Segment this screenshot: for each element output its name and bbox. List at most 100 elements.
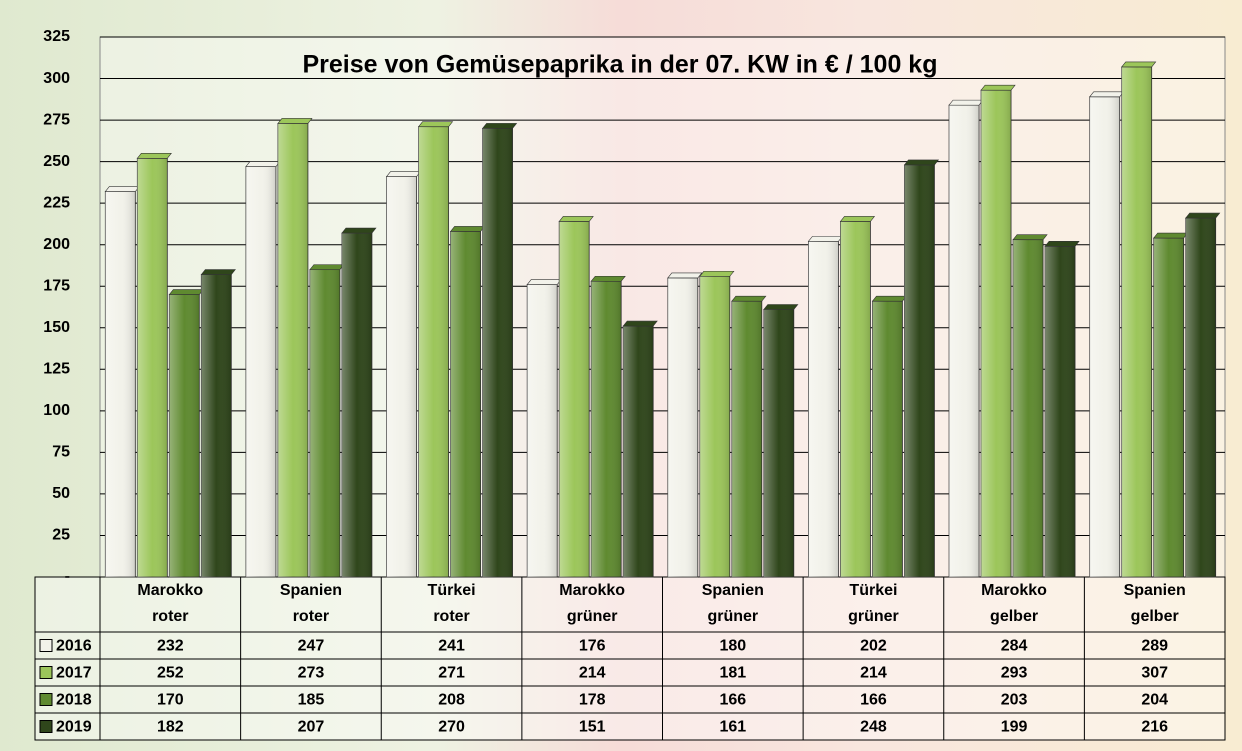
bar-top — [763, 304, 799, 310]
bar-top — [245, 161, 281, 167]
x-tick-label: grüner — [707, 608, 758, 625]
bar-top — [449, 226, 486, 232]
bar-top — [903, 159, 940, 166]
bar-shine — [904, 164, 935, 577]
y-tick-label: 125 — [43, 361, 70, 378]
bar-shine — [1013, 239, 1044, 577]
table-value: 207 — [298, 719, 325, 736]
table-value: 293 — [1001, 665, 1028, 682]
table-value: 203 — [1001, 692, 1028, 709]
bar-top — [1121, 61, 1157, 68]
bar-shine — [277, 123, 308, 578]
bar-top — [667, 272, 703, 279]
bar-shine — [450, 231, 481, 577]
bar-top — [699, 270, 735, 277]
bar-shine — [699, 276, 730, 577]
y-tick-label: 100 — [43, 402, 70, 419]
y-tick-label: 50 — [52, 485, 70, 502]
legend-label: 2018 — [56, 692, 92, 709]
bar-shine — [1089, 96, 1120, 578]
x-tick-label: gelber — [990, 608, 1038, 625]
table-value: 204 — [1141, 692, 1168, 709]
bar-top — [839, 216, 876, 222]
bar-top — [341, 227, 377, 234]
x-tick-label: roter — [293, 608, 329, 625]
y-tick-label: 325 — [43, 28, 70, 45]
table-value: 182 — [157, 719, 184, 736]
bar-shine — [201, 274, 232, 577]
table-value: 199 — [1001, 719, 1028, 736]
bar-shine — [949, 105, 980, 577]
bar-top — [417, 121, 454, 128]
y-tick-label: 25 — [52, 527, 70, 544]
bar-shine — [840, 221, 871, 577]
x-tick-label: Spanien — [280, 582, 342, 599]
bar-shine — [731, 301, 762, 577]
x-tick-label: Spanien — [1124, 582, 1186, 599]
bar-shine — [418, 126, 449, 577]
bar-shine — [341, 233, 372, 578]
legend-label: 2016 — [56, 638, 92, 655]
table-value: 181 — [719, 665, 746, 682]
legend-label: 2019 — [56, 719, 92, 736]
table-value: 248 — [860, 719, 887, 736]
bar-top — [622, 320, 658, 327]
bar-top — [168, 289, 204, 295]
bar-top — [980, 84, 1016, 91]
y-tick-label: 150 — [43, 319, 70, 336]
table-value: 166 — [719, 692, 746, 709]
bar-top — [731, 295, 767, 302]
x-tick-label: roter — [152, 608, 188, 625]
table-value: 289 — [1141, 638, 1168, 655]
bar-top — [1185, 212, 1221, 219]
bar-top — [277, 118, 313, 124]
bar-top — [104, 186, 140, 192]
x-tick-label: Marokko — [137, 582, 203, 599]
bar-top — [1153, 232, 1189, 239]
x-tick-label: grüner — [848, 608, 899, 625]
y-tick-label: 250 — [43, 153, 70, 170]
bar-shine — [763, 309, 794, 577]
bar-shine — [137, 158, 168, 578]
table-value: 161 — [719, 719, 746, 736]
table-value: 214 — [579, 665, 606, 682]
bar-shine — [1121, 66, 1152, 578]
table-value: 185 — [298, 692, 325, 709]
y-tick-label: 175 — [43, 277, 70, 294]
legend-key — [39, 639, 53, 652]
bar-shine — [808, 241, 839, 577]
bar-top — [807, 236, 844, 242]
table-value: 273 — [298, 665, 325, 682]
x-tick-label: Türkei — [849, 582, 897, 599]
bar-shine — [309, 269, 340, 577]
bar-top — [558, 216, 594, 222]
x-tick-label: grüner — [567, 608, 618, 625]
x-tick-label: Türkei — [428, 582, 476, 599]
table-value: 151 — [579, 719, 606, 736]
y-tick-label: 225 — [43, 194, 70, 211]
table-value: 241 — [438, 638, 465, 655]
x-tick-label: gelber — [1131, 608, 1179, 625]
x-tick-label: Marokko — [559, 582, 625, 599]
bar-top — [136, 152, 172, 159]
x-tick-label: roter — [433, 608, 469, 625]
table-value: 284 — [1001, 638, 1028, 655]
bar-shine — [872, 301, 903, 577]
legend-label: 2017 — [56, 665, 92, 682]
bar-shine — [981, 90, 1012, 578]
table-value: 216 — [1141, 719, 1168, 736]
x-tick-label: Spanien — [702, 582, 764, 599]
table-value: 232 — [157, 638, 184, 655]
y-tick-label: 300 — [43, 70, 70, 87]
legend-key — [39, 666, 53, 679]
bar-top — [1044, 241, 1080, 247]
bar-shine — [623, 326, 654, 577]
bar-shine — [105, 191, 136, 577]
table-value: 202 — [860, 638, 887, 655]
bar-shine — [482, 128, 513, 577]
table-value: 307 — [1141, 665, 1168, 682]
bar-shine — [169, 294, 200, 577]
bar-shine — [559, 221, 590, 577]
bar-shine — [1153, 238, 1184, 578]
